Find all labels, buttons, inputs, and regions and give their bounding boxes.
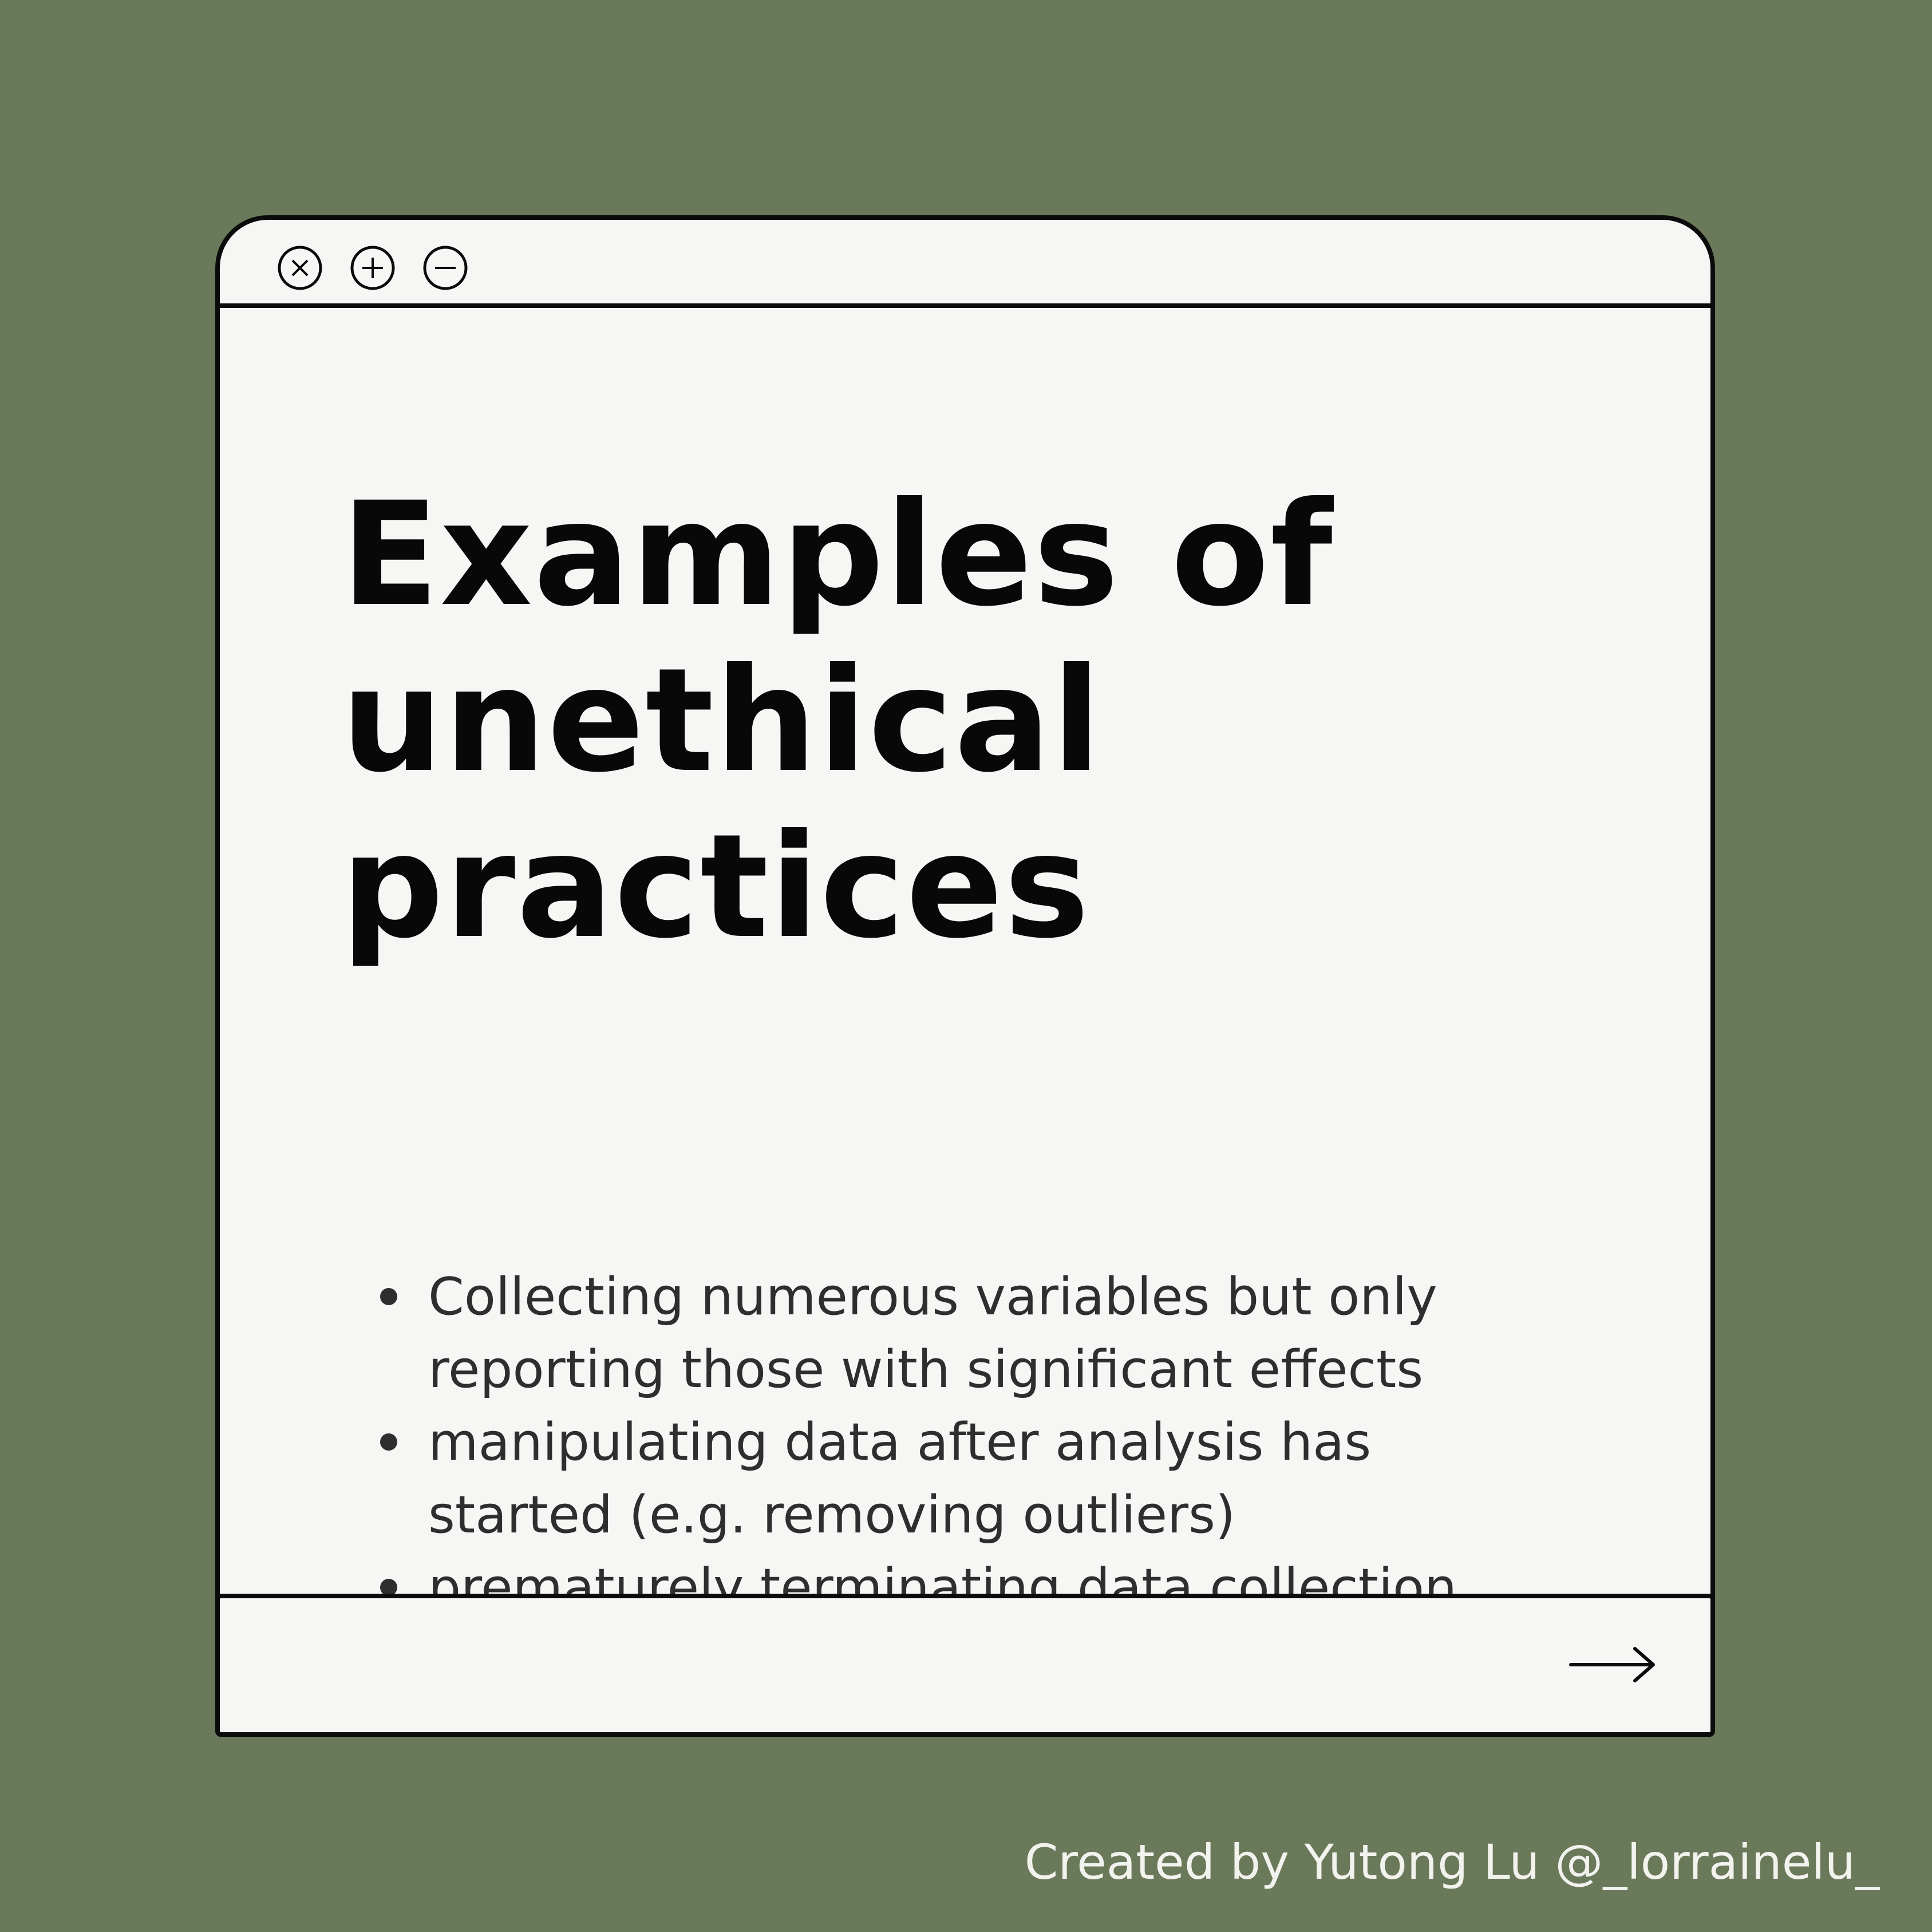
bullet-list: Collecting numerous variables but only r… xyxy=(380,1261,1611,1697)
arrow-right-icon[interactable] xyxy=(1567,1642,1659,1688)
minus-icon[interactable] xyxy=(422,245,468,291)
bullet-icon xyxy=(380,1579,397,1596)
bullet-icon xyxy=(380,1433,397,1451)
window-titlebar xyxy=(220,220,1710,308)
list-item-text: started (e.g. removing outliers) xyxy=(428,1485,1236,1545)
window-footer xyxy=(215,1594,1715,1737)
bullet-icon xyxy=(380,1288,397,1305)
list-item-text: manipulating data after analysis has xyxy=(428,1412,1372,1472)
window: Examples of unethical practices Collecti… xyxy=(215,215,1715,1737)
list-item: manipulating data after analysis has sta… xyxy=(380,1406,1611,1551)
credit-text: Created by Yutong Lu @_lorrainelu_ xyxy=(1024,1834,1879,1890)
list-item: Collecting numerous variables but only r… xyxy=(380,1261,1611,1406)
list-item-text: reporting those with significant effects xyxy=(428,1340,1424,1400)
title-line: practices xyxy=(341,803,1091,970)
close-icon[interactable] xyxy=(277,245,323,291)
title-line: unethical xyxy=(341,637,1103,804)
plus-icon[interactable] xyxy=(350,245,396,291)
title-line: Examples of xyxy=(341,471,1334,638)
page-title: Examples of unethical practices xyxy=(341,472,1629,970)
list-item-text: Collecting numerous variables but only xyxy=(428,1267,1437,1327)
